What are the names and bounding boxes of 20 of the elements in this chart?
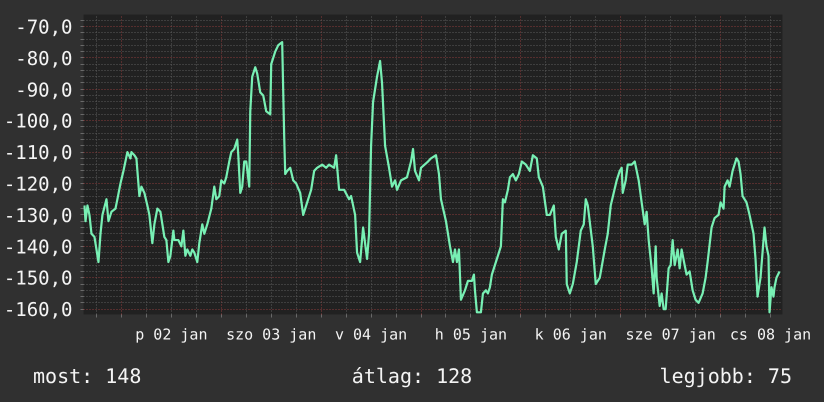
- y-tick-label: -130,0: [4, 204, 73, 227]
- y-tick-label: -90,0: [15, 79, 73, 102]
- y-tick-label: -70,0: [15, 16, 73, 38]
- x-tick-label: p 02 jan: [135, 326, 208, 344]
- text: átlag: 128: [352, 364, 472, 388]
- x-tick-label: szo 03 jan: [226, 326, 316, 344]
- x-tick-label: sze 07 jan: [625, 326, 716, 344]
- x-tick-label: h 05 jan: [434, 326, 508, 344]
- y-tick-label: -160,0: [4, 299, 73, 322]
- text: most: 148: [33, 364, 142, 388]
- y-tick-label: -150,0: [4, 268, 73, 290]
- x-tick-label: k 06 jan: [534, 326, 607, 344]
- y-tick-label: -140,0: [4, 236, 73, 258]
- text: legjobb: 75: [660, 364, 792, 388]
- x-tick-label: v 04 jan: [334, 326, 408, 344]
- y-tick-label: -120,0: [4, 174, 73, 196]
- y-tick-label: -100,0: [4, 110, 73, 133]
- x-tick-label: cs 08 jan: [730, 326, 812, 344]
- y-tick-label: -80,0: [15, 48, 73, 70]
- y-tick-label: -110,0: [4, 142, 73, 164]
